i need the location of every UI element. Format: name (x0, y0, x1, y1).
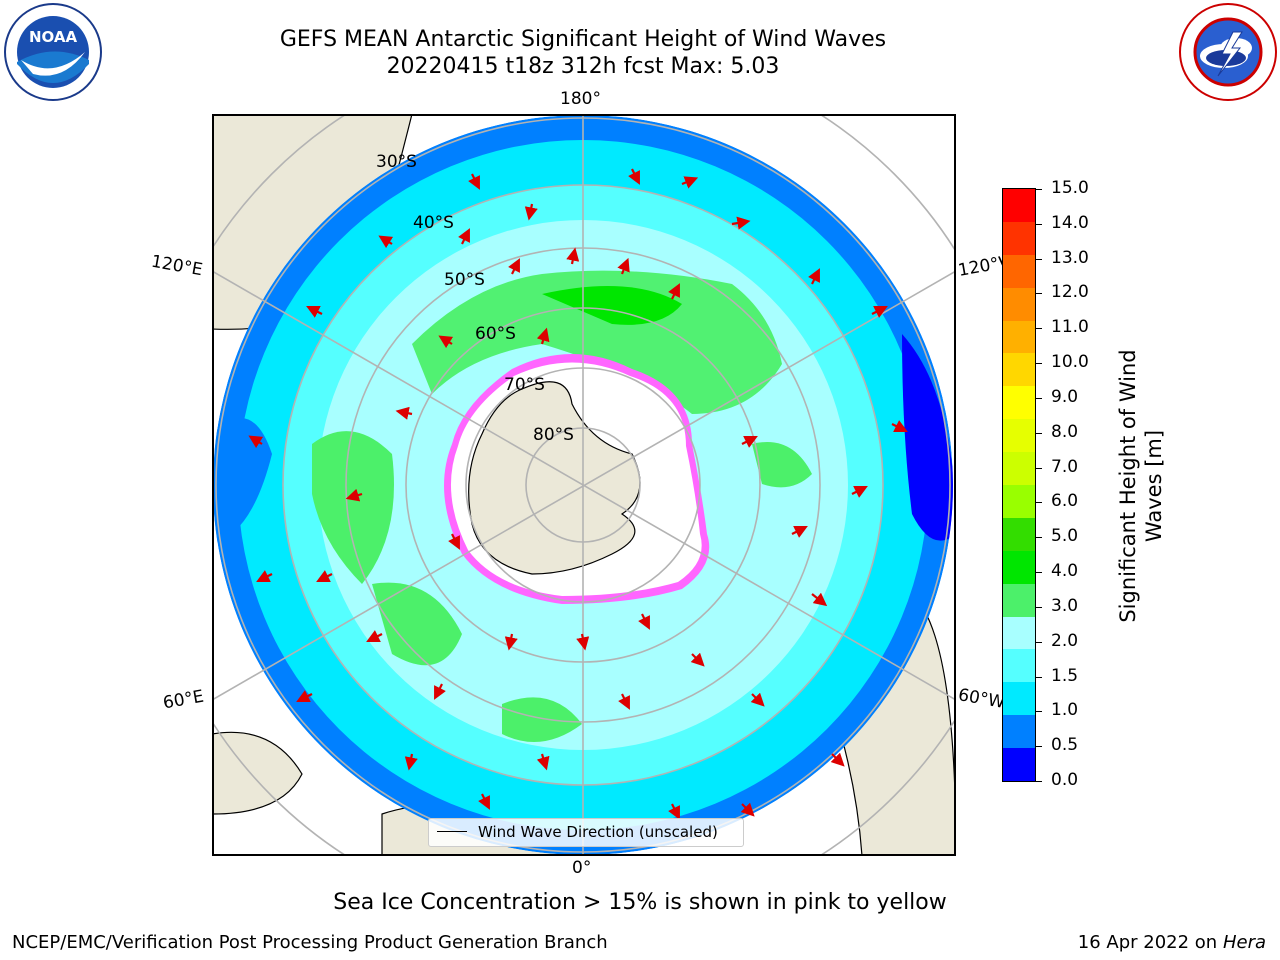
colorbar-tick-mark (1036, 293, 1042, 295)
colorbar-tick-mark (1036, 711, 1042, 713)
polar-map (212, 114, 956, 856)
colorbar-tick-label: 1.0 (1051, 700, 1079, 721)
footer-date: 16 Apr 2022 on Hera (1078, 932, 1266, 953)
lon-label-120e: 120°E (149, 251, 205, 281)
colorbar-tick-mark (1036, 502, 1042, 504)
lat-label-70s: 70°S (504, 375, 545, 395)
lon-label-180: 180° (560, 89, 601, 109)
colorbar-tick-mark (1036, 606, 1042, 608)
colorbar-tick-mark (1036, 397, 1042, 399)
noaa-logo-icon: NOAA (3, 2, 103, 102)
colorbar-tick-mark (1036, 328, 1042, 330)
colorbar-tick-mark (1036, 432, 1042, 434)
colorbar-tick-label: 13.0 (1051, 247, 1089, 268)
colorbar-tick-mark (1036, 572, 1042, 574)
colorbar-tick-mark (1036, 467, 1042, 469)
colorbar-segment (1003, 485, 1035, 518)
colorbar-tick-label: 0.0 (1051, 770, 1079, 790)
colorbar-tick-label: 9.0 (1051, 386, 1079, 407)
title-line-1: GEFS MEAN Antarctic Significant Height o… (279, 27, 887, 52)
colorbar-tick-label: 15.0 (1051, 178, 1089, 198)
lat-label-80s: 80°S (533, 425, 574, 445)
graticule (213, 115, 955, 855)
colorbar-label: Significant Height of Wind Waves [m] (1115, 346, 1167, 626)
colorbar-segment (1003, 649, 1035, 683)
svg-text:NOAA: NOAA (29, 28, 78, 46)
colorbar-segment (1003, 287, 1035, 321)
colorbar-segment (1003, 616, 1035, 650)
colorbar-segment (1003, 517, 1035, 551)
colorbar-tick-label: 1.5 (1051, 665, 1079, 686)
colorbar-segment (1003, 682, 1035, 716)
colorbar-tick-mark (1036, 537, 1042, 539)
colorbar-tick-mark (1036, 676, 1042, 678)
lat-label-60s: 60°S (475, 324, 516, 344)
colorbar (1002, 188, 1036, 782)
colorbar-tick-mark (1036, 746, 1042, 748)
colorbar-label-line1: Significant Height of Wind (1116, 349, 1140, 623)
colorbar-tick-label: 7.0 (1051, 456, 1079, 477)
colorbar-tick-mark (1036, 641, 1042, 643)
colorbar-label-line2: Waves [m] (1142, 429, 1166, 543)
colorbar-tick-label: 12.0 (1051, 282, 1089, 303)
antarctica-land (468, 381, 641, 575)
lat-label-50s: 50°S (444, 270, 485, 290)
colorbar-tick-label: 2.0 (1051, 630, 1079, 651)
sea-ice-caption: Sea Ice Concentration > 15% is shown in … (333, 890, 947, 915)
colorbar-tick-mark (1036, 363, 1042, 365)
legend-label: Wind Wave Direction (unscaled) (478, 823, 718, 841)
colorbar-tick-mark (1036, 258, 1042, 260)
madagascar-land (213, 731, 303, 815)
colorbar-tick-label: 5.0 (1051, 526, 1079, 547)
chart-title: GEFS MEAN Antarctic Significant Height o… (0, 26, 1166, 80)
title-line-2: 20220415 t18z 312h fcst Max: 5.03 (386, 54, 780, 79)
colorbar-tick-label: 0.5 (1051, 735, 1079, 756)
colorbar-segment (1003, 550, 1035, 584)
colorbar-tick-mark (1036, 189, 1042, 190)
colorbar-tick-label: 4.0 (1051, 561, 1079, 582)
colorbar-ticks: 15.0 14.0 13.0 12.0 11.0 10.0 9.0 8.0 7.0 6.0 5.0 4… (1036, 0, 1116, 960)
lon-label-60e: 60°E (161, 686, 206, 714)
colorbar-tick-label: 3.0 (1051, 595, 1079, 616)
colorbar-segment (1003, 221, 1035, 255)
national-weather-service-logo-icon (1178, 2, 1278, 102)
colorbar-segment (1003, 715, 1035, 749)
colorbar-tick-label: 10.0 (1051, 352, 1089, 373)
footer-date-text: 16 Apr 2022 on (1077, 932, 1218, 953)
colorbar-tick-label: 6.0 (1051, 491, 1079, 512)
footer-credit: NCEP/EMC/Verification Post Processing Pr… (12, 932, 608, 953)
lon-label-0: 0° (572, 858, 592, 878)
wave-direction-arrows (248, 168, 908, 820)
colorbar-segment (1003, 452, 1035, 486)
colorbar-segment (1003, 320, 1035, 354)
legend-line-icon (437, 831, 467, 832)
colorbar-segment (1003, 353, 1035, 387)
lat-label-40s: 40°S (413, 213, 454, 233)
colorbar-segment (1003, 254, 1035, 288)
colorbar-tick-label: 8.0 (1051, 421, 1079, 442)
colorbar-segment (1003, 419, 1035, 453)
lat-label-30s: 30°S (376, 152, 417, 172)
colorbar-segment (1003, 583, 1035, 617)
map-legend: Wind Wave Direction (unscaled) (428, 818, 744, 847)
colorbar-tick-mark (1036, 223, 1042, 225)
colorbar-tick-label: 14.0 (1051, 212, 1089, 233)
colorbar-tick-label: 11.0 (1051, 317, 1089, 338)
footer-host: Hera (1222, 932, 1266, 953)
map-svg (212, 114, 956, 856)
colorbar-segment (1003, 748, 1035, 782)
lon-label-60w: 60°W (956, 685, 1006, 713)
colorbar-segment (1003, 386, 1035, 420)
colorbar-segment (1003, 189, 1035, 222)
colorbar-tick-mark (1036, 781, 1042, 782)
